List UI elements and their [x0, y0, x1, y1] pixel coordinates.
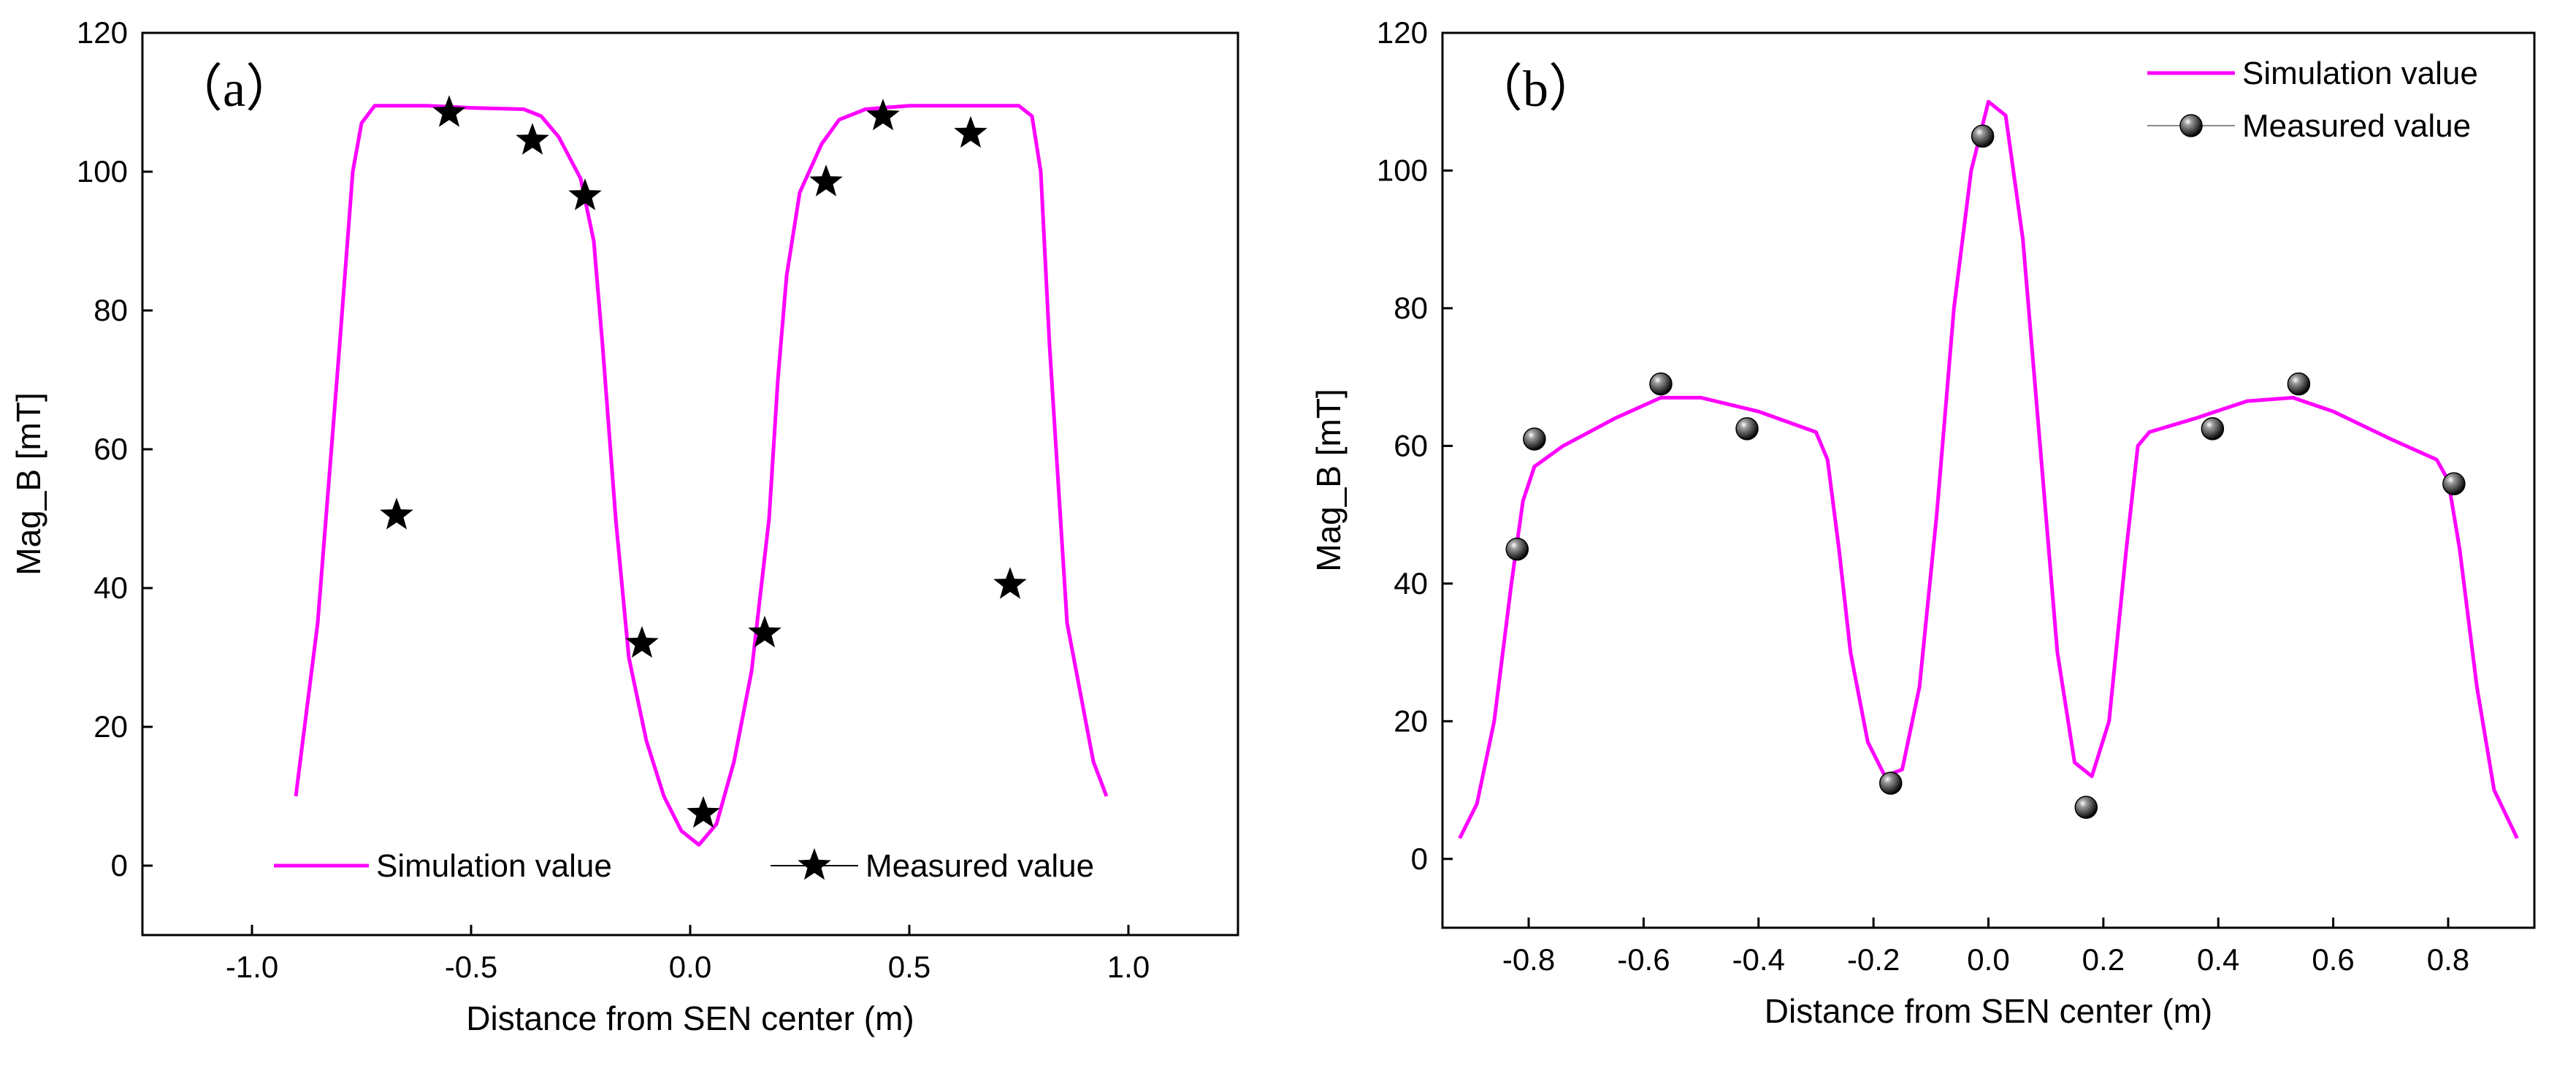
measured-point: [568, 178, 602, 210]
x-tick-label: 0.2: [2082, 942, 2125, 977]
measured-point: [625, 626, 659, 658]
measured-point: [1879, 771, 1903, 795]
plot-frame: [141, 31, 1239, 937]
measured-point: [993, 567, 1027, 599]
plot-frame: [1441, 31, 2536, 929]
y-tick-label: 0: [111, 848, 128, 882]
y-tick-label: 80: [1394, 291, 1428, 325]
x-tick-label: -0.5: [445, 950, 497, 984]
x-tick-label: 0.5: [888, 950, 930, 984]
y-axis-title: Mag_B [mT]: [9, 392, 47, 576]
x-tick-label: 0.4: [2197, 942, 2239, 977]
measured-point: [1971, 124, 1995, 148]
series-simulation: [1458, 99, 2519, 839]
measured-point: [866, 99, 900, 131]
y-tick-label: 60: [1394, 428, 1428, 462]
x-tick-label: 0.0: [1967, 942, 2009, 977]
simulation-line: [1458, 99, 2519, 839]
measured-point: [2287, 372, 2311, 396]
y-tick-label: 120: [77, 15, 128, 50]
x-tick-label: -1.0: [226, 950, 278, 984]
y-tick-label: 0: [1411, 842, 1428, 876]
measured-point: [1735, 417, 1759, 440]
y-tick-label: 40: [1394, 566, 1428, 600]
y-axis-title: Mag_B [mT]: [1310, 389, 1348, 572]
series-measured: [1505, 124, 2466, 819]
chart-panel-a: 0 20 40 60 80 100 120 -1.0 -0.5 0.0 0.5 1.0 Distance…: [9, 15, 1239, 1037]
y-tick-label: 40: [93, 571, 128, 605]
measured-point: [748, 615, 781, 648]
measured-point: [2201, 417, 2225, 440]
legend: Simulation value Measured value: [274, 848, 1094, 884]
y-tick-label: 100: [1377, 153, 1428, 187]
x-tick-label: -0.6: [1617, 942, 1670, 977]
measured-point: [809, 164, 843, 197]
chart-panel-b: 0 20 40 60 80 100 120 -0.8 -0.6 -0.4 -0.2 0.0 0.2 0.4…: [1310, 15, 2536, 1030]
y-tick-label: 120: [1377, 15, 1428, 50]
measured-point: [380, 497, 413, 530]
simulation-line: [294, 104, 1109, 847]
x-axis-title: Distance from SEN center (m): [1765, 992, 2212, 1030]
measured-point: [1505, 537, 1529, 561]
measured-point: [516, 123, 549, 155]
panel-label: （a）: [172, 61, 297, 118]
y-tick-label: 20: [93, 709, 128, 744]
legend-label-simulation: Simulation value: [376, 848, 612, 884]
measured-point: [2074, 796, 2098, 819]
y-tick-label: 60: [93, 432, 128, 466]
legend: Simulation value Measured value: [2147, 56, 2478, 144]
x-tick-label: -0.8: [1502, 942, 1555, 977]
measured-point: [1523, 427, 1546, 451]
legend-marker-swatch: [2179, 114, 2203, 137]
x-tick-label: 1.0: [1107, 950, 1150, 984]
x-axis-title: Distance from SEN center (m): [466, 999, 914, 1037]
x-tick-label: 0.6: [2312, 942, 2354, 977]
series-measured: [380, 95, 1027, 828]
measured-point: [687, 796, 720, 828]
y-tick-label: 80: [93, 293, 128, 327]
measured-point: [432, 95, 466, 127]
measured-point: [2442, 472, 2466, 495]
measured-point: [1649, 372, 1673, 396]
legend-label-measured: Measured value: [865, 848, 1094, 884]
x-tick-label: 0.0: [669, 950, 711, 984]
y-tick-label: 20: [1394, 703, 1428, 738]
series-simulation: [294, 104, 1109, 847]
legend-label-simulation: Simulation value: [2242, 56, 2478, 91]
measured-point: [954, 115, 987, 148]
legend-label-measured: Measured value: [2242, 108, 2471, 144]
y-tick-label: 100: [77, 154, 128, 188]
x-tick-label: -0.2: [1847, 942, 1900, 977]
panel-label: （b）: [1472, 61, 1600, 118]
x-tick-label: 0.8: [2427, 942, 2469, 977]
x-tick-label: -0.4: [1732, 942, 1785, 977]
legend-marker-swatch: [798, 848, 831, 880]
